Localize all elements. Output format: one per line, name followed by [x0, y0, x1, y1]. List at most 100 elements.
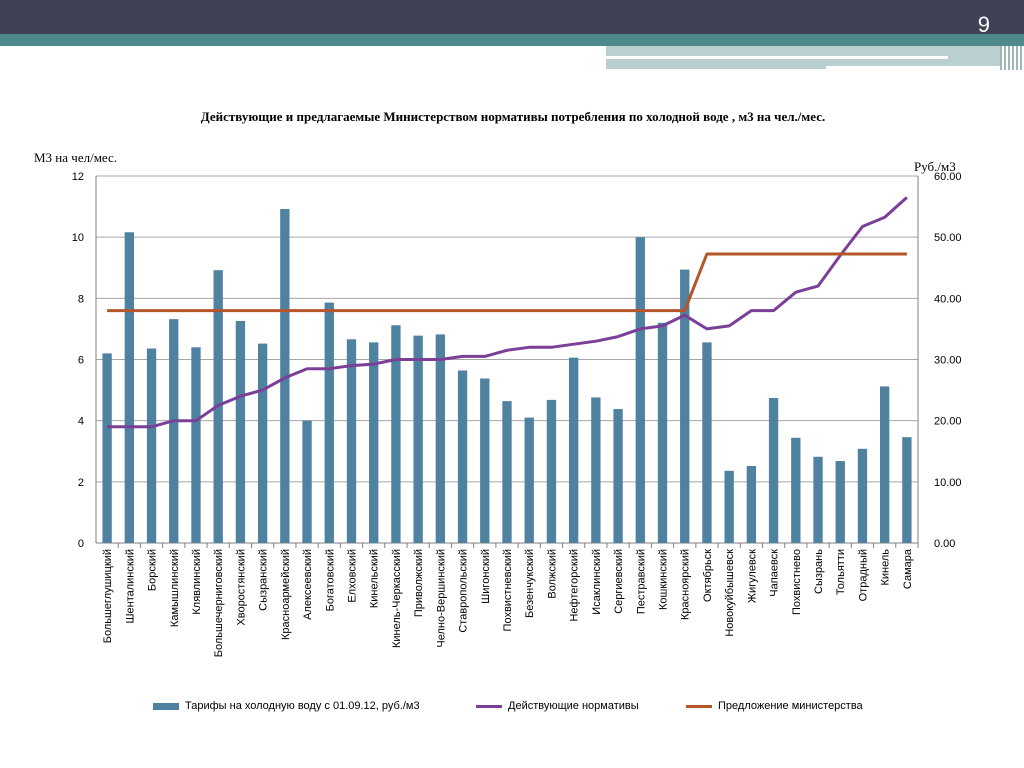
left-axis-label: М3 на чел/мес. [34, 150, 118, 165]
bar [257, 343, 268, 543]
bar [169, 319, 179, 543]
bar [546, 399, 557, 543]
category-label: Новокуйбышевск [724, 549, 736, 637]
category-label: Елховский [346, 549, 358, 603]
category-label: Тольятти [835, 549, 847, 595]
category-label: Кинель [880, 549, 892, 586]
left-tick-label: 2 [78, 477, 84, 489]
category-label: Самара [902, 548, 914, 589]
left-tick-label: 6 [78, 355, 84, 367]
bar [280, 209, 290, 543]
category-label: Красноармейский [280, 549, 292, 640]
bar [502, 401, 512, 543]
legend-swatch-tariffs [153, 702, 179, 710]
category-label: Чапаевск [769, 549, 781, 597]
bar [902, 437, 912, 543]
category-label: Шенталинский [124, 549, 136, 624]
header-accent-line [606, 56, 948, 59]
category-label: Отрадный [857, 549, 869, 601]
right-tick-label: 40.00 [934, 293, 962, 305]
bar [346, 339, 357, 543]
right-tick-label: 0.00 [934, 538, 955, 550]
bar [369, 342, 379, 543]
category-label: Красноярский [680, 549, 692, 620]
legend-label-tariffs: Тарифы на холодную воду с 01.09.12, руб.… [185, 700, 420, 712]
chart-legend: Тарифы на холодную воду с 01.09.12, руб.… [0, 700, 1024, 716]
legend-swatch-current-norms [476, 704, 502, 708]
chart-title: Действующие и предлагаемые Министерством… [200, 109, 826, 124]
category-label: Шигонский [480, 549, 492, 604]
right-tick-label: 20.00 [934, 416, 962, 428]
category-label: Сызранский [258, 549, 270, 611]
right-axis-label: Руб./м3 [914, 159, 956, 174]
bar [791, 437, 801, 543]
header-accent-stripe [0, 34, 1024, 46]
category-label: Пестравский [635, 549, 647, 614]
category-label: Похвистневский [502, 549, 514, 631]
category-label: Кошкинский [658, 549, 670, 610]
right-tick-label: 50.00 [934, 232, 962, 244]
series-line-ministry-proposal [107, 252, 907, 313]
legend-swatch-ministry-proposal [686, 704, 712, 708]
category-label: Исаклинский [591, 549, 603, 615]
bar [302, 420, 312, 543]
bar [324, 302, 334, 543]
legend-item-tariffs: Тарифы на холодную воду с 01.09.12, руб.… [153, 700, 420, 712]
category-label: Сергиевский [613, 549, 625, 614]
category-label: Челно-Вершинский [435, 549, 447, 648]
category-label: Камышлинский [169, 549, 181, 627]
bar [813, 456, 823, 543]
category-label: Большеглушицкий [102, 549, 114, 643]
header-decor-stripes [1000, 46, 1024, 70]
bar [613, 409, 623, 543]
category-label: Жигулевск [746, 549, 758, 603]
category-label: Хворостянский [235, 549, 247, 626]
bar [235, 320, 246, 543]
bar [746, 465, 757, 543]
bar [724, 470, 734, 543]
category-label: Похвистнево [791, 549, 803, 615]
category-label: Кинель-Черкасский [391, 549, 403, 648]
bar [635, 237, 645, 543]
bar [524, 417, 534, 543]
left-tick-label: 4 [78, 416, 84, 428]
category-label: Борский [147, 549, 159, 591]
category-label: Волжский [546, 549, 558, 599]
bar [768, 398, 779, 543]
bar [480, 378, 490, 543]
legend-item-ministry-proposal: Предложение министерства [686, 700, 863, 712]
series-line-current-norms [107, 196, 908, 429]
bar [880, 386, 890, 543]
right-tick-label: 10.00 [934, 477, 962, 489]
bar [124, 232, 134, 544]
bar [680, 269, 690, 543]
category-label: Большечерниговский [213, 549, 225, 657]
bar [568, 357, 579, 543]
category-label: Богатовский [324, 549, 336, 611]
category-label: Кинельский [369, 549, 381, 608]
right-tick-label: 30.00 [934, 355, 962, 367]
bar [457, 370, 468, 543]
left-tick-label: 12 [72, 171, 84, 183]
bar [391, 325, 401, 543]
bar [657, 322, 668, 543]
bar [857, 448, 868, 543]
bar [702, 342, 712, 543]
left-tick-label: 0 [78, 538, 84, 550]
header-accent-line-lower [606, 66, 826, 69]
slide-number: 9 [977, 12, 990, 37]
left-tick-label: 10 [72, 232, 84, 244]
bar [413, 335, 423, 543]
header-bar [0, 0, 1024, 34]
bar [146, 348, 157, 543]
bar [835, 461, 845, 543]
bar [102, 353, 112, 543]
category-label: Приволжский [413, 549, 425, 617]
legend-label-ministry-proposal: Предложение министерства [718, 700, 863, 712]
left-tick-label: 8 [78, 293, 84, 305]
legend-label-current-norms: Действующие нормативы [508, 700, 639, 712]
category-label: Ставропольский [458, 549, 470, 633]
bar [591, 397, 601, 543]
category-label: Клявлинский [191, 549, 203, 615]
